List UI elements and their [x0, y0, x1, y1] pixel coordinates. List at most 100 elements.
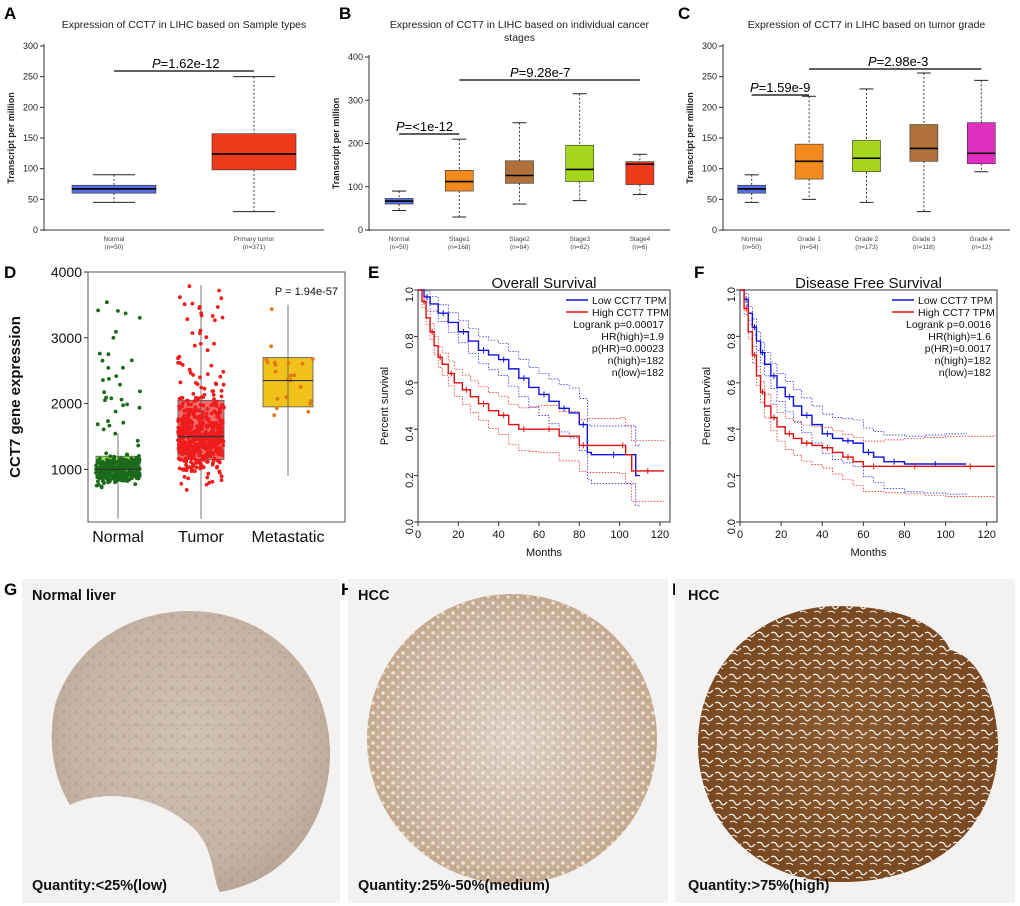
x-tick-label: 40 — [816, 529, 828, 541]
data-point — [135, 476, 140, 481]
data-point — [183, 457, 188, 462]
data-point — [310, 357, 315, 361]
data-point — [111, 457, 116, 462]
data-point — [272, 360, 277, 365]
x-tick-label: Metastatic — [252, 529, 325, 546]
data-point — [137, 472, 142, 477]
data-point — [124, 464, 129, 469]
plot-frame — [417, 289, 671, 523]
data-point — [212, 456, 217, 461]
data-point — [106, 419, 110, 424]
panel-i-ihc: HCC Quantity:>75%(high) — [675, 579, 1015, 903]
data-point — [197, 408, 202, 413]
y-tick-label: 0.0 — [726, 519, 738, 534]
data-point — [199, 395, 204, 400]
data-point — [184, 446, 189, 451]
jitter-points-normal — [94, 300, 142, 490]
data-point — [205, 372, 210, 376]
box-primary-tumor — [211, 133, 297, 171]
legend-entry: n(high)=182 — [935, 355, 991, 367]
legend-entry: High CCT7 TPM — [918, 307, 995, 319]
jitter-points-tumor — [176, 284, 226, 492]
data-point — [108, 454, 113, 459]
y-tick-label: 0.2 — [404, 473, 416, 488]
data-point — [215, 305, 220, 309]
data-point — [95, 422, 100, 427]
p-value-label: P=<1e-12 — [396, 119, 453, 134]
data-point — [176, 419, 181, 424]
ci-lower-band — [418, 289, 665, 503]
legend-entry: High CCT7 TPM — [592, 307, 669, 319]
data-point — [193, 442, 198, 447]
data-point — [185, 440, 190, 445]
y-axis-label: Transcript per million — [331, 98, 341, 190]
data-point — [205, 460, 210, 464]
legend-entry: Low CCT7 TPM — [918, 295, 993, 307]
data-point — [194, 458, 198, 462]
y-tick-label: 2000 — [51, 396, 82, 412]
data-point — [128, 464, 133, 469]
data-point — [191, 373, 196, 377]
y-tick-label: 0.4 — [726, 426, 738, 441]
x-tick-label: 20 — [775, 529, 787, 541]
x-tick-n: (n=12) — [972, 244, 991, 251]
data-point — [192, 343, 197, 348]
panel-letter-g: G — [4, 580, 17, 599]
legend-entry: n(low)=182 — [612, 367, 664, 379]
box-grade-3 — [909, 124, 939, 162]
data-point — [212, 341, 216, 346]
data-point — [191, 392, 196, 396]
data-point — [100, 358, 105, 363]
data-point — [203, 443, 207, 447]
x-axis-label: Months — [526, 547, 563, 559]
data-point — [217, 288, 222, 293]
data-point — [103, 470, 107, 475]
data-point — [198, 403, 203, 407]
data-point — [131, 474, 136, 479]
data-point — [109, 396, 114, 401]
data-point — [197, 418, 202, 423]
p-value-label: P=1.62e-12 — [152, 56, 220, 71]
y-tick-label: 50 — [707, 194, 717, 204]
y-tick-label: 1.0 — [726, 287, 738, 302]
data-point — [300, 361, 305, 366]
y-tick-label: 100 — [23, 164, 38, 174]
chart-title: Expression of CCT7 in LIHC based on Samp… — [62, 19, 307, 31]
data-point — [216, 441, 221, 445]
y-tick-label: 300 — [348, 95, 363, 105]
x-axis-label: Months — [850, 547, 887, 559]
data-point — [272, 413, 277, 418]
data-point — [192, 469, 197, 474]
data-point — [102, 390, 106, 395]
ihc-quantity: Quantity:<25%(low) — [32, 878, 167, 894]
data-point — [273, 369, 278, 374]
data-point — [221, 369, 226, 374]
x-tick-label: 100 — [936, 529, 954, 541]
chart-title: Overall Survival — [491, 275, 596, 292]
x-tick-label: Grade 1 — [797, 236, 821, 243]
ihc-quantity: Quantity:>75%(high) — [688, 878, 830, 894]
data-point — [210, 479, 215, 484]
data-point — [210, 444, 215, 448]
data-point — [196, 460, 201, 465]
data-point — [189, 402, 194, 407]
panel-d-scatter-boxplot: 1000 2000 3000 4000 CCT7 gene expression P = … — [7, 264, 346, 546]
data-point — [218, 374, 223, 379]
ci-upper-band — [418, 289, 641, 447]
data-point — [180, 431, 185, 436]
data-point — [189, 439, 194, 444]
y-tick-label: 100 — [702, 164, 717, 174]
data-point — [184, 488, 189, 492]
data-point — [124, 452, 129, 457]
legend-entry: p(HR)=0.00023 — [592, 343, 664, 355]
y-tick-label: 300 — [702, 41, 717, 51]
data-point — [219, 388, 224, 393]
data-point — [180, 467, 185, 472]
data-point — [211, 461, 215, 466]
x-tick-n: (n=371) — [243, 244, 266, 251]
x-tick-n: (n=82) — [570, 244, 589, 251]
data-point — [121, 365, 125, 370]
data-point — [308, 399, 313, 403]
data-point — [121, 403, 125, 408]
y-tick-label: 250 — [23, 72, 38, 82]
